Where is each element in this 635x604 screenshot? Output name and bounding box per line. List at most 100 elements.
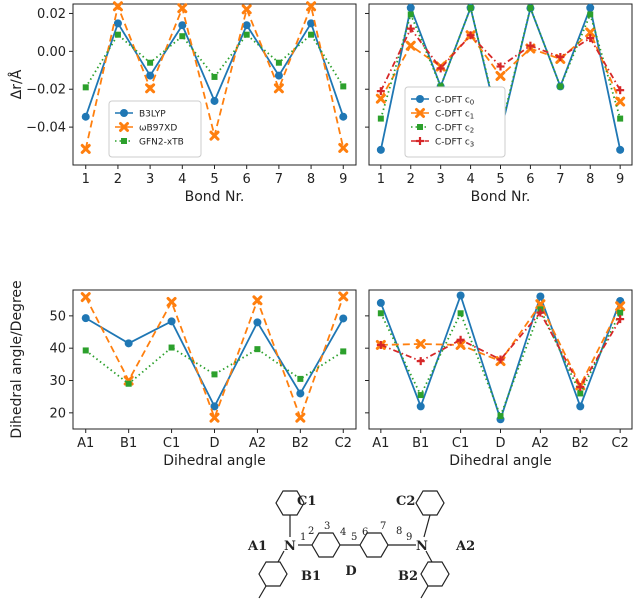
y-tick-label: −0.02	[26, 83, 66, 98]
x-axis-label: Bond Nr.	[471, 189, 531, 205]
tolyl-ring-b2	[420, 561, 450, 587]
data-point	[615, 301, 626, 312]
x-tick-label: A1	[372, 436, 389, 451]
bond-number-6: 6	[362, 527, 368, 538]
legend-label: C-DFT c2	[435, 124, 474, 135]
data-point	[306, 1, 317, 12]
legend-label: ωB97XD	[139, 124, 177, 134]
data-point	[211, 73, 218, 80]
x-tick-label: 1	[377, 172, 385, 187]
data-point	[586, 3, 595, 12]
bond-number-5: 5	[351, 532, 357, 543]
x-tick-label: D	[209, 436, 219, 451]
n-atom-right: N	[416, 539, 428, 554]
data-point	[377, 115, 384, 122]
data-point	[556, 53, 565, 62]
legend-subscript: 0	[470, 99, 474, 107]
series-1	[80, 1, 349, 154]
data-point	[377, 310, 384, 317]
data-point	[166, 296, 177, 307]
data-point	[297, 375, 304, 382]
data-point	[124, 339, 133, 348]
bond-number-7: 7	[380, 521, 386, 532]
legend: C-DFT c0 C-DFT c1 C-DFT c2 C-DFT c3	[404, 86, 506, 158]
legend-subscript: 3	[470, 141, 474, 149]
x-tick-label: C2	[611, 436, 628, 451]
data-point	[243, 31, 250, 38]
data-point	[576, 382, 585, 391]
series-3	[376, 24, 625, 96]
data-point	[275, 59, 282, 66]
legend-box	[108, 100, 202, 158]
data-point	[416, 357, 425, 366]
tolyl-ring-b1	[258, 561, 288, 587]
data-point	[457, 310, 464, 317]
legend-marker	[417, 124, 423, 130]
data-point	[307, 19, 316, 28]
data-point	[241, 4, 252, 15]
data-point	[114, 31, 121, 38]
data-point	[252, 295, 263, 306]
data-point	[210, 402, 219, 411]
y-tick-label: 40	[49, 342, 66, 357]
data-point	[376, 145, 385, 154]
legend-subscript: 2	[470, 127, 474, 135]
data-point	[178, 21, 187, 30]
series-line	[380, 26, 621, 92]
x-tick-label: A2	[532, 436, 549, 451]
data-point	[557, 83, 564, 90]
series-line	[85, 317, 345, 409]
data-point	[82, 347, 89, 354]
data-point	[536, 308, 545, 317]
bond-number-9: 9	[406, 532, 412, 543]
data-point	[146, 71, 155, 80]
legend-label: C-DFT c3	[435, 138, 474, 149]
data-point	[497, 413, 504, 420]
data-point	[407, 11, 414, 18]
data-point	[210, 96, 219, 105]
data-point	[456, 291, 465, 300]
data-point	[617, 309, 624, 316]
legend-marker	[416, 95, 424, 103]
bond-number-4: 4	[340, 527, 346, 538]
data-point	[576, 402, 585, 411]
data-point	[211, 371, 218, 378]
phenyl-ring-c1	[275, 490, 305, 516]
data-point	[125, 380, 132, 387]
bond-number-1: 1	[300, 532, 306, 543]
data-point	[274, 71, 283, 80]
data-point	[167, 317, 176, 326]
data-point	[147, 59, 154, 66]
data-point	[587, 11, 594, 18]
x-tick-label: C1	[163, 436, 180, 451]
x-tick-label: C2	[335, 436, 352, 451]
data-point	[417, 392, 424, 399]
y-tick-label: 50	[49, 309, 66, 324]
x-tick-label: B1	[120, 436, 137, 451]
data-point	[340, 348, 347, 355]
data-point	[415, 338, 426, 349]
legend-marker	[119, 122, 129, 132]
legend-box	[404, 86, 506, 158]
x-tick-label: B2	[572, 436, 589, 451]
x-tick-label: 1	[82, 172, 90, 187]
series-0	[81, 19, 348, 121]
legend-label: C-DFT c0	[435, 96, 474, 107]
data-point	[406, 3, 415, 12]
data-point	[615, 96, 626, 107]
phenyl-ring-c2	[415, 490, 445, 516]
series-1	[80, 291, 349, 423]
y-tick-label: 0.00	[37, 45, 66, 60]
data-point	[536, 292, 545, 301]
n-atom-left: N	[284, 539, 296, 554]
data-point	[242, 21, 251, 30]
data-point	[496, 355, 505, 364]
data-point	[339, 314, 348, 323]
x-tick-label: 6	[526, 172, 534, 187]
data-point	[179, 33, 186, 40]
bond-number-8: 8	[396, 526, 402, 537]
legend-label: B3LYP	[139, 110, 166, 120]
data-point	[338, 142, 349, 153]
data-point	[577, 390, 584, 397]
x-tick-label: D	[495, 436, 505, 451]
